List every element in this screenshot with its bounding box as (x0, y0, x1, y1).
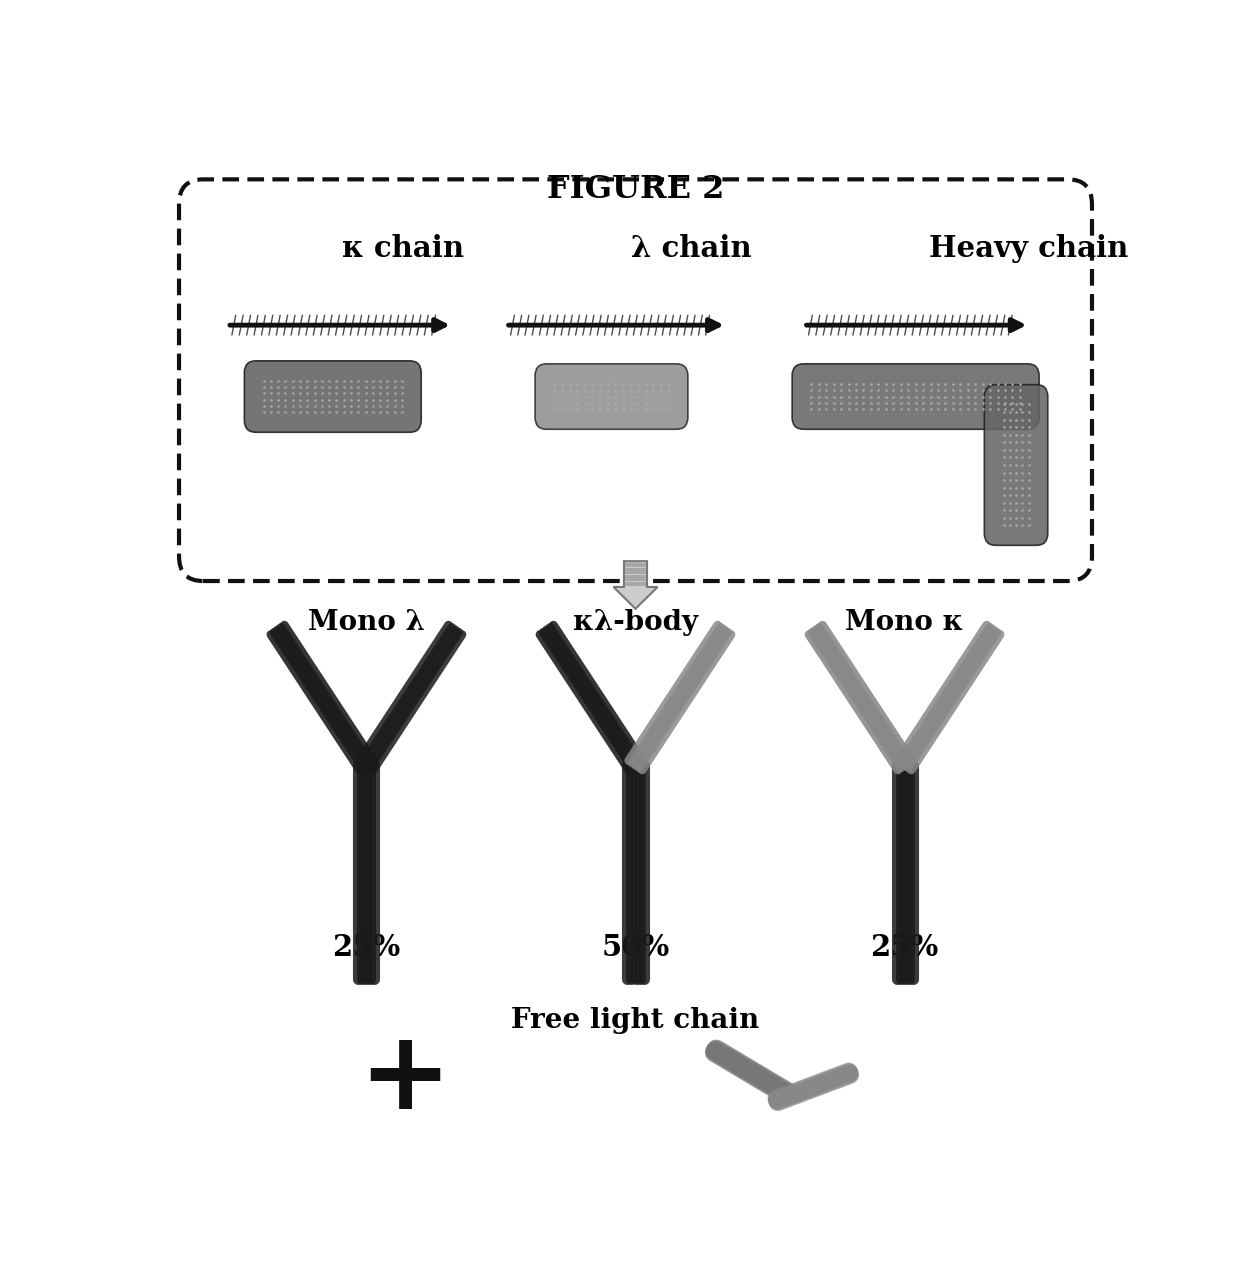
FancyBboxPatch shape (985, 385, 1048, 545)
Text: λ chain: λ chain (631, 234, 751, 263)
FancyBboxPatch shape (244, 361, 422, 433)
Text: +: + (358, 1025, 451, 1132)
Text: 25%: 25% (332, 934, 401, 962)
FancyBboxPatch shape (536, 363, 688, 429)
FancyBboxPatch shape (792, 363, 1039, 429)
Text: κ chain: κ chain (342, 234, 465, 263)
Text: FIGURE 2: FIGURE 2 (547, 174, 724, 205)
Text: Mono λ: Mono λ (308, 609, 425, 636)
Text: 50%: 50% (601, 934, 670, 962)
FancyBboxPatch shape (179, 179, 1092, 581)
Text: Mono κ: Mono κ (846, 609, 963, 636)
FancyArrow shape (614, 562, 657, 609)
Text: Free light chain: Free light chain (511, 1007, 760, 1034)
Text: κλ-body: κλ-body (573, 609, 698, 636)
Text: Heavy chain: Heavy chain (929, 234, 1128, 263)
Text: 25%: 25% (870, 934, 939, 962)
